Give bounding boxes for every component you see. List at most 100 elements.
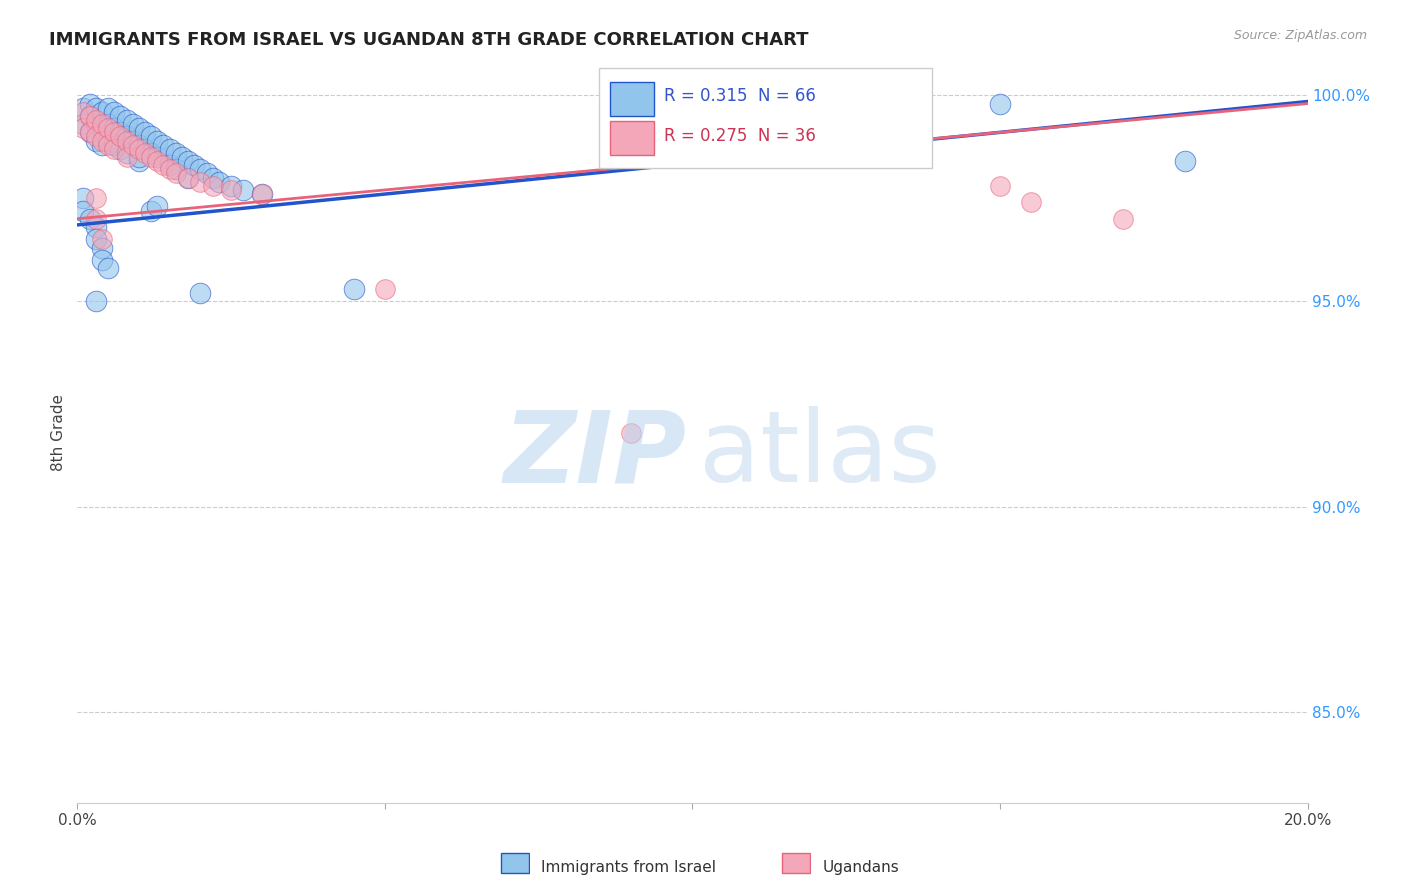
Text: R = 0.315  N = 66: R = 0.315 N = 66	[664, 87, 815, 104]
FancyBboxPatch shape	[610, 121, 654, 155]
Point	[110, 129, 132, 144]
Point	[128, 142, 150, 156]
Point	[72, 117, 94, 131]
Point	[170, 150, 193, 164]
Y-axis label: 8th Grade: 8th Grade	[51, 394, 66, 471]
Point	[250, 187, 273, 202]
Text: Ugandans: Ugandans	[823, 860, 900, 874]
Point	[128, 150, 150, 164]
Point	[146, 154, 169, 169]
Point	[128, 137, 150, 152]
Point	[84, 117, 107, 131]
Point	[90, 252, 114, 267]
Point	[90, 117, 114, 131]
Point	[177, 154, 200, 169]
Point	[374, 282, 396, 296]
Point	[165, 145, 187, 160]
Point	[343, 282, 366, 296]
Point	[988, 96, 1011, 111]
Point	[103, 121, 125, 136]
Point	[84, 293, 107, 308]
Point	[97, 134, 120, 148]
Bar	[501, 854, 529, 873]
Point	[115, 150, 138, 164]
Point	[79, 96, 101, 111]
Point	[84, 101, 107, 115]
Point	[1112, 211, 1135, 226]
Point	[97, 121, 120, 136]
Point	[79, 211, 101, 226]
Point	[141, 150, 163, 164]
Point	[110, 142, 132, 156]
Point	[128, 121, 150, 136]
Point	[115, 129, 138, 144]
Point	[84, 232, 107, 246]
Point	[115, 134, 138, 148]
Point	[121, 134, 143, 148]
Point	[219, 178, 242, 193]
Point	[146, 134, 169, 148]
Point	[134, 125, 156, 139]
Point	[72, 191, 94, 205]
Point	[988, 178, 1011, 193]
Point	[128, 154, 150, 169]
Point	[110, 109, 132, 123]
Point	[141, 129, 163, 144]
Text: atlas: atlas	[699, 407, 941, 503]
Point	[72, 203, 94, 218]
Point	[183, 158, 205, 172]
Point	[90, 232, 114, 246]
Point	[134, 145, 156, 160]
Point	[201, 170, 224, 185]
Point	[165, 162, 187, 177]
Point	[115, 113, 138, 128]
Point	[1019, 195, 1042, 210]
Point	[84, 113, 107, 128]
Point	[134, 142, 156, 156]
Point	[72, 121, 94, 136]
Point	[141, 145, 163, 160]
Point	[79, 109, 101, 123]
Point	[84, 211, 107, 226]
Text: ZIP: ZIP	[503, 407, 686, 503]
Point	[177, 170, 200, 185]
Text: Source: ZipAtlas.com: Source: ZipAtlas.com	[1233, 29, 1367, 42]
Point	[165, 167, 187, 181]
Point	[201, 178, 224, 193]
Point	[72, 101, 94, 115]
Point	[188, 175, 212, 189]
Point	[84, 219, 107, 234]
Point	[79, 125, 101, 139]
Point	[146, 199, 169, 213]
Point	[79, 109, 101, 123]
Text: R = 0.275  N = 36: R = 0.275 N = 36	[664, 127, 815, 145]
Point	[208, 175, 231, 189]
FancyBboxPatch shape	[599, 68, 932, 169]
Point	[1174, 154, 1197, 169]
Point	[90, 104, 114, 119]
Point	[159, 158, 181, 172]
Point	[188, 162, 212, 177]
Point	[141, 203, 163, 218]
Point	[97, 117, 120, 131]
Point	[159, 162, 181, 177]
Point	[97, 137, 120, 152]
Point	[177, 170, 200, 185]
FancyBboxPatch shape	[610, 82, 654, 116]
Point	[84, 129, 107, 144]
Point	[250, 187, 273, 202]
Point	[79, 125, 101, 139]
Point	[90, 121, 114, 136]
Text: Immigrants from Israel: Immigrants from Israel	[541, 860, 716, 874]
Point	[121, 117, 143, 131]
Point	[72, 104, 94, 119]
Point	[97, 101, 120, 115]
Bar	[782, 854, 810, 873]
Point	[97, 261, 120, 276]
Point	[232, 183, 254, 197]
Point	[90, 241, 114, 255]
Point	[84, 191, 107, 205]
Point	[115, 145, 138, 160]
Point	[152, 137, 174, 152]
Point	[110, 125, 132, 139]
